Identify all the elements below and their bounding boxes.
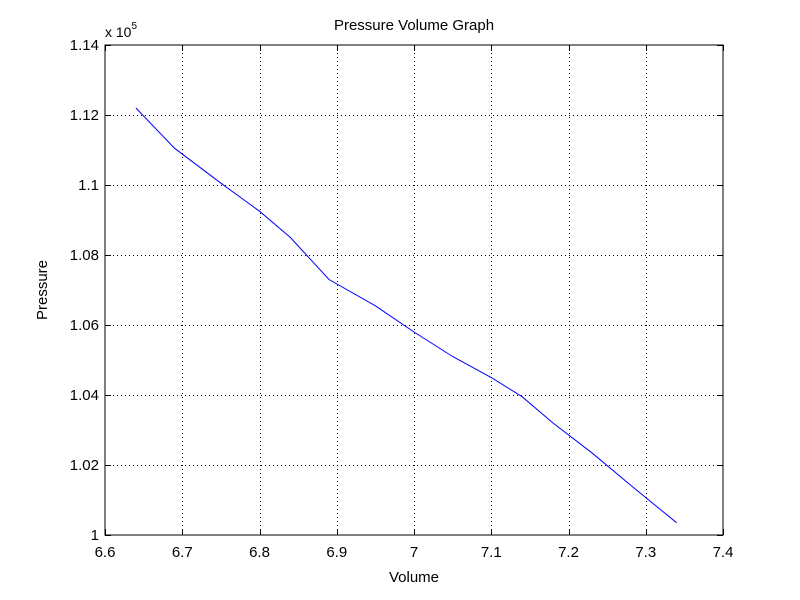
x-tick-label: 6.6 bbox=[95, 544, 116, 561]
plot-frame bbox=[104, 44, 724, 536]
y-axis-multiplier-base: x 10 bbox=[105, 24, 132, 40]
y-tick-label: 1.14 bbox=[70, 37, 99, 54]
y-tick-label: 1.12 bbox=[70, 107, 99, 124]
y-tick-label: 1.04 bbox=[70, 387, 99, 404]
y-axis-multiplier: x 105 bbox=[105, 21, 137, 40]
x-tick-label: 7.2 bbox=[558, 544, 579, 561]
y-axis-label: Pressure bbox=[34, 260, 51, 320]
grid-lines bbox=[105, 45, 723, 535]
chart-title: Pressure Volume Graph bbox=[334, 17, 494, 34]
x-tick-label: 6.9 bbox=[326, 544, 347, 561]
tick-labels: 6.6 6.7 6.8 6.9 7 7.1 7.2 7.3 7.4 1 1.02 1.04 1.06 1.… bbox=[70, 37, 734, 561]
y-tick-label: 1.02 bbox=[70, 457, 99, 474]
pressure-volume-series-line bbox=[135, 107, 677, 524]
y-tick-label: 1.08 bbox=[70, 247, 99, 264]
x-tick-label: 7.3 bbox=[635, 544, 656, 561]
y-tick-label: 1 bbox=[91, 527, 99, 544]
y-axis-multiplier-exponent: 5 bbox=[131, 21, 137, 32]
y-tick-label: 1.1 bbox=[78, 177, 99, 194]
x-tick-label: 6.7 bbox=[172, 544, 193, 561]
x-tick-label: 7.4 bbox=[713, 544, 734, 561]
x-tick-label: 7.1 bbox=[481, 544, 502, 561]
x-tick-label: 6.8 bbox=[249, 544, 270, 561]
y-tick-label: 1.06 bbox=[70, 317, 99, 334]
x-axis-label: Volume bbox=[389, 569, 439, 586]
x-tick-label: 7 bbox=[410, 544, 418, 561]
